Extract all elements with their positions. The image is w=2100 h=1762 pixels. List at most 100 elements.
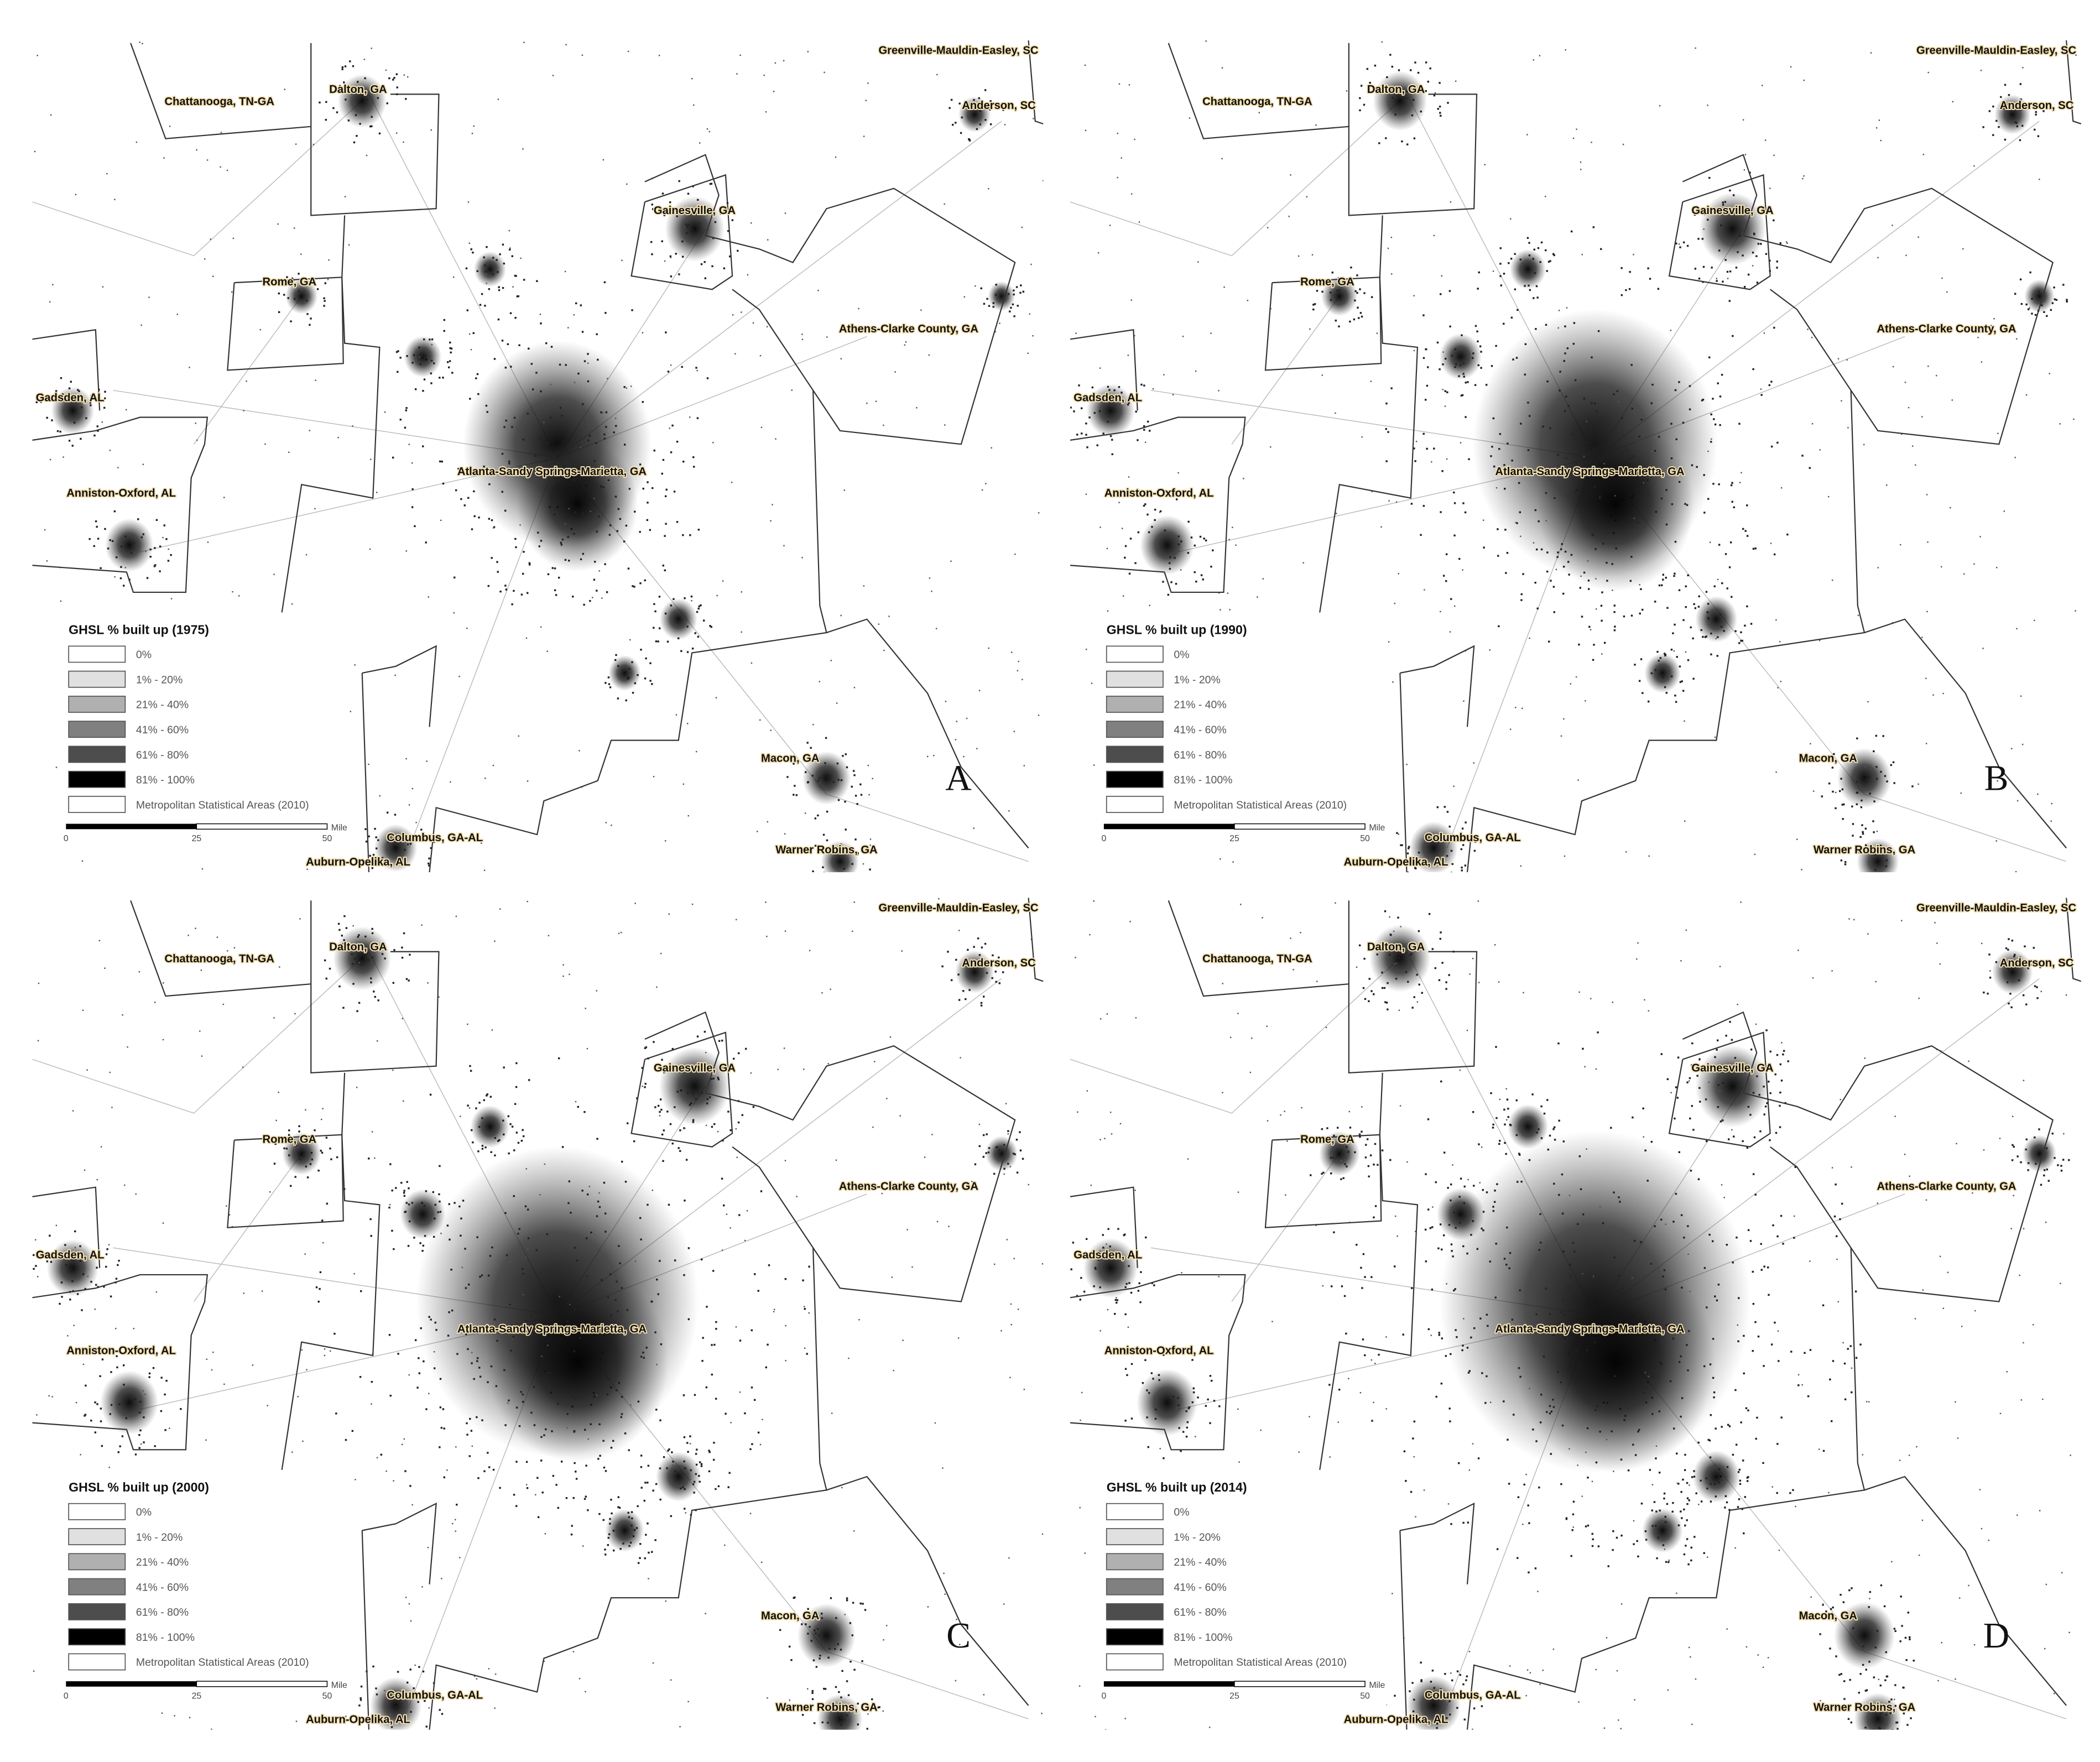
- built-up-speck: [1992, 134, 1994, 136]
- built-up-speck: [428, 862, 430, 865]
- built-up-speck: [1705, 591, 1708, 593]
- built-up-speck: [487, 585, 490, 587]
- built-up-speck: [608, 1533, 611, 1535]
- msa-boundary: [630, 1031, 733, 1148]
- built-up-speck: [261, 1290, 263, 1292]
- built-up-speck: [1566, 347, 1569, 350]
- built-up-speck: [71, 1268, 73, 1270]
- built-up-speck: [359, 1699, 362, 1701]
- built-up-speck: [1734, 1547, 1736, 1549]
- built-up-speck: [639, 1543, 642, 1545]
- built-up-speck: [684, 1128, 686, 1129]
- built-up-speck: [124, 535, 127, 538]
- urban-area: [333, 926, 392, 991]
- city-label: Athens-Clarke County, GA: [1877, 323, 2016, 335]
- built-up-speck: [1658, 436, 1660, 438]
- built-up-speck: [1446, 458, 1448, 460]
- built-up-speck: [90, 1419, 92, 1422]
- built-up-speck: [1130, 1363, 1133, 1365]
- built-up-speck: [749, 1513, 752, 1514]
- built-up-speck: [998, 956, 1000, 959]
- built-up-speck: [2046, 315, 2048, 317]
- built-up-speck: [856, 853, 858, 856]
- built-up-speck: [397, 371, 399, 373]
- built-up-speck: [1640, 1502, 1643, 1505]
- built-up-speck: [345, 927, 348, 929]
- built-up-speck: [1358, 1133, 1361, 1135]
- built-up-speck: [478, 517, 480, 519]
- built-up-speck: [1391, 97, 1394, 99]
- built-up-speck: [644, 579, 646, 582]
- built-up-speck: [1692, 1129, 1695, 1131]
- built-up-speck: [673, 598, 675, 600]
- legend-swatch: [1106, 1528, 1164, 1546]
- built-up-speck: [1840, 859, 1843, 862]
- built-up-speck: [371, 116, 373, 118]
- built-up-speck: [454, 576, 456, 578]
- built-up-speck: [140, 536, 143, 539]
- built-up-speck: [1454, 1288, 1456, 1290]
- built-up-speck: [1859, 1343, 1862, 1346]
- built-up-speck: [1872, 820, 1874, 822]
- built-up-speck: [1960, 792, 1962, 794]
- built-up-speck: [100, 567, 102, 570]
- built-up-speck: [1431, 1737, 1433, 1738]
- built-up-speck: [527, 592, 529, 594]
- built-up-speck: [806, 1353, 808, 1355]
- built-up-speck: [1855, 1357, 1858, 1359]
- built-up-speck: [419, 1242, 421, 1244]
- built-up-speck: [978, 954, 981, 956]
- built-up-speck: [540, 626, 542, 628]
- built-up-speck: [1363, 957, 1366, 960]
- built-up-speck: [1546, 551, 1549, 554]
- built-up-speck: [1851, 1391, 1853, 1394]
- built-up-speck: [689, 534, 691, 536]
- msa-boundary: [1399, 1502, 1475, 1730]
- built-up-speck: [113, 510, 116, 513]
- built-up-speck: [540, 540, 543, 542]
- city-label: Anniston-Oxford, AL: [66, 1345, 176, 1357]
- built-up-speck: [1528, 1571, 1530, 1573]
- built-up-speck: [290, 320, 292, 322]
- built-up-speck: [2027, 967, 2029, 969]
- built-up-speck: [442, 482, 445, 485]
- built-up-speck: [1535, 548, 1538, 551]
- built-up-speck: [1586, 441, 1588, 444]
- built-up-speck: [691, 647, 694, 650]
- built-up-speck: [1746, 535, 1749, 537]
- built-up-speck: [1702, 265, 1705, 268]
- msa-boundary: [1070, 329, 1138, 411]
- built-up-speck: [603, 437, 606, 440]
- built-up-speck: [2039, 1510, 2041, 1511]
- built-up-speck: [1603, 1727, 1606, 1729]
- built-up-speck: [1837, 1301, 1840, 1303]
- built-up-speck: [1436, 341, 1439, 344]
- built-up-speck: [1520, 865, 1522, 867]
- built-up-speck: [1993, 318, 1995, 320]
- built-up-speck: [1599, 496, 1601, 498]
- built-up-speck: [384, 1717, 387, 1719]
- built-up-speck: [1620, 1728, 1622, 1729]
- built-up-speck: [818, 1634, 820, 1636]
- built-up-speck: [446, 1469, 448, 1471]
- built-up-speck: [672, 1464, 674, 1466]
- built-up-speck: [423, 338, 425, 341]
- built-up-speck: [353, 141, 356, 144]
- built-up-speck: [957, 1337, 960, 1339]
- built-up-speck: [789, 1699, 790, 1701]
- built-up-speck: [1640, 658, 1643, 660]
- built-up-speck: [1780, 1214, 1783, 1217]
- built-up-speck: [527, 1208, 529, 1211]
- built-up-speck: [626, 387, 627, 389]
- built-up-speck: [1648, 1010, 1650, 1012]
- built-up-speck: [1002, 971, 1004, 973]
- built-up-speck: [1530, 1125, 1533, 1128]
- built-up-speck: [1361, 315, 1363, 318]
- built-up-speck: [278, 311, 280, 314]
- built-up-speck: [1825, 1610, 1827, 1613]
- built-up-speck: [1612, 1001, 1614, 1003]
- built-up-speck: [561, 478, 564, 481]
- built-up-speck: [1757, 1654, 1759, 1656]
- built-up-speck: [393, 1248, 395, 1250]
